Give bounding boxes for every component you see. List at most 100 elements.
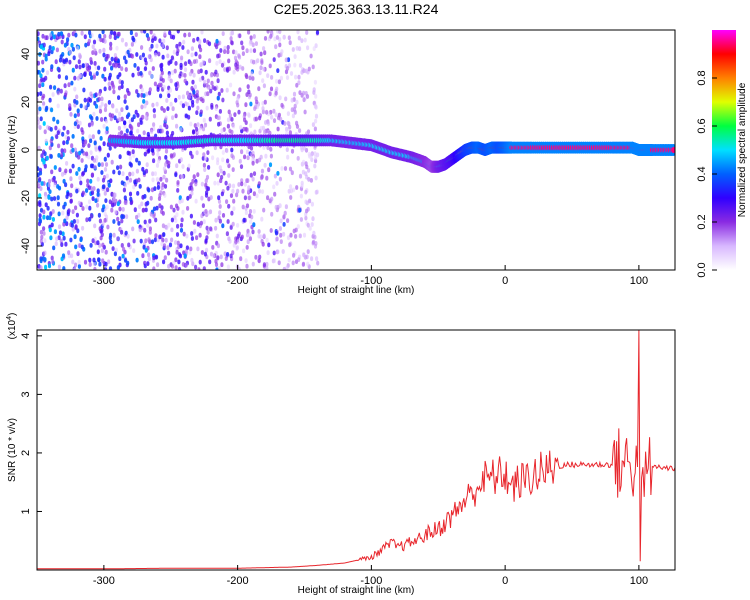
spectrogram-cell <box>263 162 267 168</box>
spectrogram-cell <box>120 214 124 220</box>
spectrogram-cell <box>114 247 118 253</box>
spectrogram-cell <box>172 49 176 55</box>
spectrogram-cell <box>209 88 213 94</box>
spectrogram-cell <box>90 190 95 196</box>
spectrogram-cell <box>94 198 98 204</box>
spectrogram-cell <box>179 222 184 228</box>
spectrogram-cell <box>89 138 93 144</box>
spectrogram-cell <box>283 210 287 216</box>
spectrogram-cell <box>303 37 307 43</box>
spectrogram-cell <box>192 59 197 64</box>
spectrogram-cell <box>79 180 83 186</box>
spectrogram-cell <box>273 191 277 197</box>
y-tick-label: -40 <box>20 238 32 254</box>
spectrogram-cell <box>175 43 179 49</box>
spectrogram-cell <box>97 65 101 71</box>
spectrogram-cell <box>74 262 78 268</box>
spectrogram-cell <box>163 255 167 261</box>
spectrogram-cell <box>162 259 166 265</box>
spectrogram-cell <box>179 127 183 133</box>
spectrogram-cell <box>257 233 261 239</box>
spectrogram-cell <box>204 178 208 184</box>
spectrogram-cell <box>206 229 210 235</box>
spectrogram-cell <box>120 218 124 224</box>
spectrogram-cell <box>50 107 54 113</box>
spectrogram-cell <box>57 31 61 37</box>
spectrogram-cell <box>218 59 222 64</box>
spectrogram-cell <box>158 203 162 209</box>
spectrogram-cell <box>195 235 199 241</box>
spectrogram-cell <box>192 174 196 180</box>
x-tick-label: 0 <box>502 275 508 287</box>
spectrogram-cell <box>264 120 268 125</box>
spectrogram-cell <box>120 180 124 186</box>
spectrogram-cell <box>165 177 169 183</box>
spectrogram-cell <box>125 175 129 181</box>
spectrogram-cell <box>154 254 159 260</box>
spectrogram-cell <box>87 38 91 44</box>
spectrogram-cell <box>97 129 101 135</box>
spectrogram-cell <box>217 91 221 97</box>
spectrogram-cell <box>100 162 104 168</box>
spectrogram-cell <box>179 157 183 163</box>
spectrogram-cell <box>91 163 95 169</box>
x-tick-label: -100 <box>360 575 382 587</box>
spectrogram-cell <box>282 214 286 220</box>
spectrogram-cell <box>142 207 146 213</box>
spectrogram-cell <box>192 89 196 95</box>
spectrogram-cell <box>56 103 60 109</box>
spectrogram-cell <box>276 126 280 132</box>
spectrogram-cell <box>253 129 257 135</box>
spectrogram-cell <box>204 238 208 244</box>
spectrogram-cell <box>137 160 141 166</box>
spectrogram-cell <box>85 217 89 223</box>
spectrogram-cell <box>238 158 242 164</box>
spectrogram-cell <box>57 264 62 270</box>
spectrogram-cell <box>107 259 111 265</box>
spectrogram-cell <box>266 145 270 151</box>
spectrogram-cell <box>44 138 48 144</box>
spectrogram-cell <box>121 207 125 212</box>
spectrogram-cell <box>314 175 318 181</box>
spectrogram-cell <box>269 146 273 152</box>
spectrogram-cell <box>198 39 202 45</box>
spectrogram-cell <box>170 264 175 269</box>
spectrogram-cell <box>207 165 211 170</box>
spectrogram-cell <box>75 94 79 100</box>
spectrogram-cell <box>288 242 292 248</box>
spectrogram-cell <box>229 193 234 199</box>
spectrogram-cell <box>124 258 128 263</box>
spectrogram-cell <box>166 53 170 59</box>
spectrogram-cell <box>40 77 44 83</box>
spectrogram-cell <box>160 185 164 191</box>
spectrogram-cell <box>289 184 293 190</box>
spectrogram-cell <box>107 100 111 105</box>
spectrogram-cell <box>92 158 96 163</box>
spectrogram-cell <box>104 261 108 267</box>
spectrogram-cell <box>149 30 153 35</box>
spectrogram-cell <box>95 155 99 161</box>
spectrogram-cell <box>42 121 46 126</box>
spectrogram-cell <box>226 49 230 55</box>
spectrogram-cell <box>121 253 125 259</box>
x-tick-label: -200 <box>227 275 249 287</box>
spectrogram-cell <box>248 41 252 46</box>
spectrogram-cell <box>66 37 70 43</box>
spectrogram-cell <box>152 255 156 261</box>
spectrogram-cell <box>47 178 52 184</box>
spectrogram-cell <box>144 248 148 253</box>
spectrogram-cell <box>132 184 136 190</box>
spectrogram-cell <box>296 224 300 229</box>
spectrogram-cell <box>279 232 283 238</box>
spectrogram-cell <box>187 32 191 38</box>
spectrogram-cell <box>193 84 197 90</box>
spectrogram-cell <box>60 172 65 177</box>
spectrogram-cell <box>198 259 202 265</box>
spectrogram-cell <box>129 196 133 202</box>
spectrogram-cell <box>244 126 248 132</box>
spectrogram-cell <box>174 218 178 224</box>
spectrogram-cell <box>270 114 274 120</box>
spectrogram-cell <box>113 115 117 121</box>
spectrogram-cell <box>215 38 219 44</box>
spectrogram-cell <box>72 219 76 224</box>
